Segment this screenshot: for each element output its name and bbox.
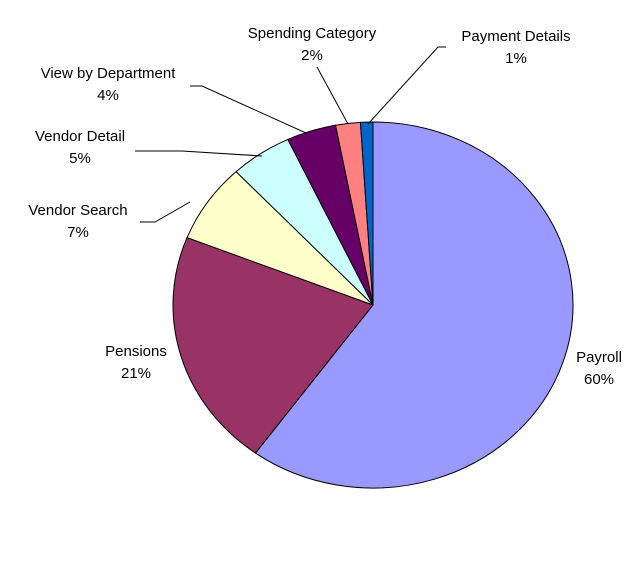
slice-label: Payment Details (461, 28, 570, 45)
slice-value-label: 2% (301, 47, 323, 64)
slice-label: View by Department (41, 65, 177, 82)
slice-label: Pensions (105, 343, 167, 360)
pie-slice (359, 121, 374, 306)
leader-line (367, 46, 446, 125)
pie-slice (254, 121, 574, 489)
slice-value-label: 1% (505, 50, 527, 67)
slice-value-label: 21% (121, 365, 151, 382)
leader-line (190, 85, 307, 134)
slice-label: Payroll (576, 349, 622, 366)
slice-value-label: 4% (97, 87, 119, 104)
slice-value-label: 5% (69, 150, 91, 167)
pie-slice (172, 237, 374, 454)
slice-value-label: 60% (584, 371, 614, 388)
slice-label: Vendor Search (28, 202, 127, 219)
slice-label: Vendor Detail (35, 128, 125, 145)
leader-line (140, 201, 191, 223)
slice-value-label: 7% (67, 224, 89, 241)
leader-line (316, 66, 349, 125)
slice-label: Spending Category (248, 25, 377, 42)
leader-line (135, 150, 263, 157)
